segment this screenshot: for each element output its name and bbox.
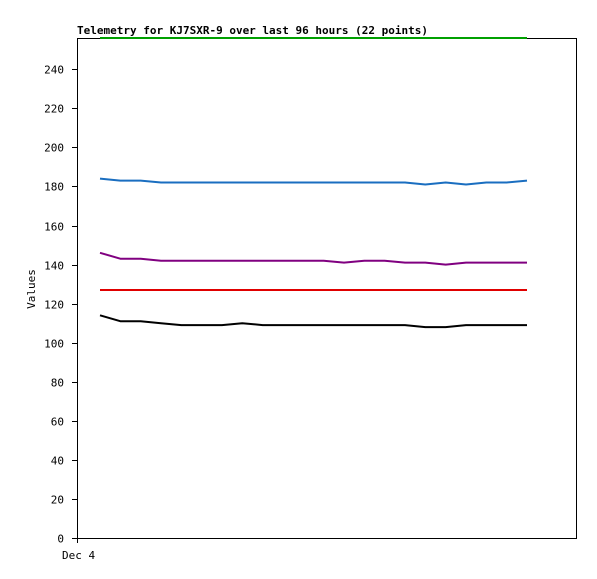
plot-area-frame (77, 38, 577, 539)
y-tick-label: 100 (44, 338, 64, 351)
y-tick-label: 140 (44, 260, 64, 273)
y-axis: 0 20 40 60 80 100 120 140 160 180 200 220 240 (44, 64, 77, 546)
y-tick-label: 160 (44, 221, 64, 234)
series-line-4 (99, 314, 527, 329)
y-tick-label: 60 (51, 416, 64, 429)
y-axis-label: Values (25, 269, 38, 309)
y-tick-label: 120 (44, 299, 64, 312)
y-tick-label: 40 (51, 455, 64, 468)
series-layer (99, 37, 528, 329)
y-tick-label: 240 (44, 64, 64, 77)
series-line-1 (99, 177, 528, 186)
y-tick-label: 80 (51, 377, 64, 390)
y-tick-label: 220 (44, 103, 64, 116)
y-tick-label: 180 (44, 181, 64, 194)
x-axis: Dec 4 (62, 538, 95, 562)
y-tick-label: 20 (51, 494, 64, 507)
y-tick-label: 200 (44, 142, 64, 155)
chart-title: Telemetry for KJ7SXR-9 over last 96 hour… (77, 24, 428, 37)
series-line-2 (99, 251, 527, 266)
y-tick-label: 0 (57, 533, 64, 546)
x-tick-label: Dec 4 (62, 549, 95, 562)
